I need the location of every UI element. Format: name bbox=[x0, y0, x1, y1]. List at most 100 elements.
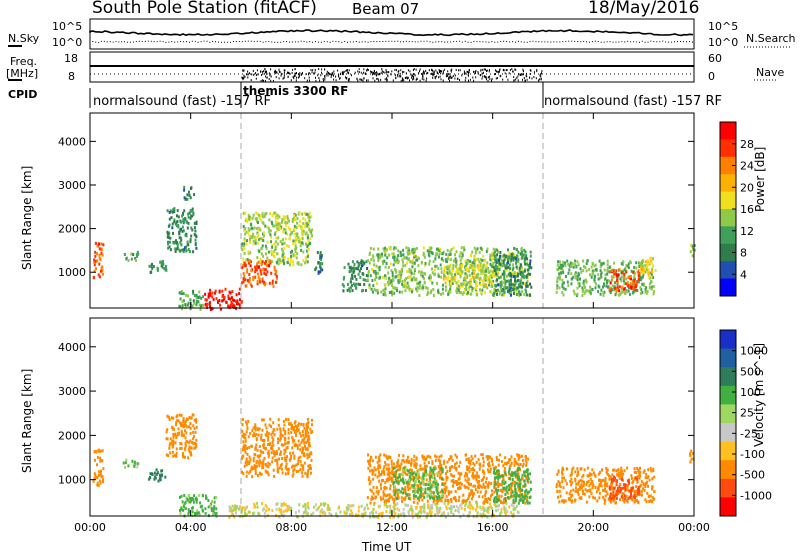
data-cell bbox=[96, 252, 99, 256]
data-cell bbox=[436, 489, 439, 493]
data-cell bbox=[300, 248, 303, 252]
data-cell bbox=[454, 276, 457, 280]
data-cell bbox=[419, 280, 422, 284]
data-cell bbox=[224, 287, 227, 291]
data-cell bbox=[451, 278, 454, 282]
nave-dot bbox=[432, 74, 434, 77]
nave-dot bbox=[407, 69, 409, 72]
data-cell bbox=[239, 298, 241, 302]
data-cell bbox=[612, 499, 615, 503]
nave-dot bbox=[416, 78, 418, 80]
data-cell bbox=[179, 508, 181, 512]
data-cell bbox=[434, 459, 437, 462]
data-cell bbox=[414, 487, 417, 491]
nave-dot bbox=[535, 77, 537, 80]
data-cell bbox=[384, 246, 387, 250]
data-cell bbox=[96, 481, 99, 485]
data-cell bbox=[185, 234, 188, 238]
data-cell bbox=[262, 222, 265, 226]
data-cell bbox=[265, 211, 268, 215]
data-cell bbox=[207, 499, 210, 502]
nave-dot bbox=[325, 74, 327, 77]
data-cell bbox=[191, 207, 194, 211]
nave-dot bbox=[404, 77, 406, 79]
data-cell bbox=[383, 259, 386, 263]
data-cell bbox=[493, 468, 496, 472]
data-cell bbox=[507, 495, 510, 499]
data-cell bbox=[634, 492, 636, 496]
data-cell bbox=[424, 464, 426, 468]
data-cell bbox=[92, 275, 95, 279]
data-cell bbox=[245, 470, 248, 474]
data-cell bbox=[576, 260, 579, 264]
data-cell bbox=[482, 460, 485, 464]
data-cell bbox=[407, 455, 409, 459]
data-cell bbox=[426, 492, 429, 496]
nave-dot bbox=[489, 69, 490, 72]
data-cell bbox=[183, 423, 186, 427]
data-cell bbox=[244, 232, 247, 236]
data-cell bbox=[300, 422, 303, 426]
data-cell bbox=[499, 499, 502, 503]
data-cell bbox=[392, 263, 395, 267]
data-cell bbox=[440, 463, 443, 467]
data-cell bbox=[278, 438, 281, 442]
data-cell bbox=[262, 418, 265, 422]
data-cell bbox=[508, 252, 511, 256]
data-cell bbox=[305, 258, 308, 262]
data-cell bbox=[465, 275, 468, 278]
data-cell bbox=[467, 269, 470, 273]
data-cell bbox=[396, 497, 398, 501]
data-cell bbox=[432, 294, 435, 297]
data-cell bbox=[640, 483, 643, 487]
data-cell bbox=[379, 483, 382, 487]
data-cell bbox=[308, 228, 311, 231]
data-cell bbox=[459, 264, 462, 268]
data-cell bbox=[497, 250, 500, 254]
data-cell bbox=[252, 434, 255, 438]
data-cell bbox=[96, 455, 99, 459]
data-cell bbox=[244, 211, 247, 215]
data-cell bbox=[626, 280, 629, 284]
data-cell bbox=[175, 435, 178, 439]
data-cell bbox=[498, 258, 500, 262]
data-cell bbox=[503, 277, 506, 281]
data-cell bbox=[609, 500, 612, 504]
data-cell bbox=[279, 450, 282, 454]
nave-dot bbox=[468, 71, 470, 74]
data-cell bbox=[248, 278, 251, 282]
data-cell bbox=[427, 483, 430, 487]
data-cell bbox=[355, 266, 358, 270]
data-cell bbox=[485, 497, 488, 501]
data-cell bbox=[405, 468, 408, 472]
data-cell bbox=[562, 281, 565, 285]
data-cell bbox=[287, 467, 290, 471]
data-cell bbox=[252, 213, 255, 217]
nave-dot bbox=[533, 71, 535, 74]
data-cell bbox=[404, 486, 407, 490]
data-cell bbox=[560, 266, 563, 270]
nave-dot bbox=[331, 72, 333, 75]
data-cell bbox=[619, 277, 622, 281]
data-cell bbox=[630, 474, 633, 478]
nave-dot bbox=[400, 69, 402, 72]
data-cell bbox=[444, 281, 447, 285]
data-cell bbox=[302, 259, 305, 263]
data-cell bbox=[376, 475, 379, 479]
data-cell bbox=[180, 442, 183, 446]
nave-dot bbox=[403, 79, 405, 82]
data-cell bbox=[508, 291, 511, 295]
data-cell bbox=[296, 221, 298, 225]
data-cell bbox=[640, 489, 643, 493]
data-cell bbox=[388, 499, 390, 503]
data-cell bbox=[353, 269, 356, 273]
data-cell bbox=[495, 456, 498, 459]
nave-dot bbox=[489, 78, 491, 81]
data-cell bbox=[417, 468, 420, 472]
data-cell bbox=[242, 263, 245, 267]
data-cell bbox=[577, 481, 580, 485]
nave-dot bbox=[280, 74, 282, 77]
data-cell bbox=[556, 286, 559, 290]
data-cell bbox=[254, 428, 257, 432]
data-cell bbox=[634, 288, 637, 292]
